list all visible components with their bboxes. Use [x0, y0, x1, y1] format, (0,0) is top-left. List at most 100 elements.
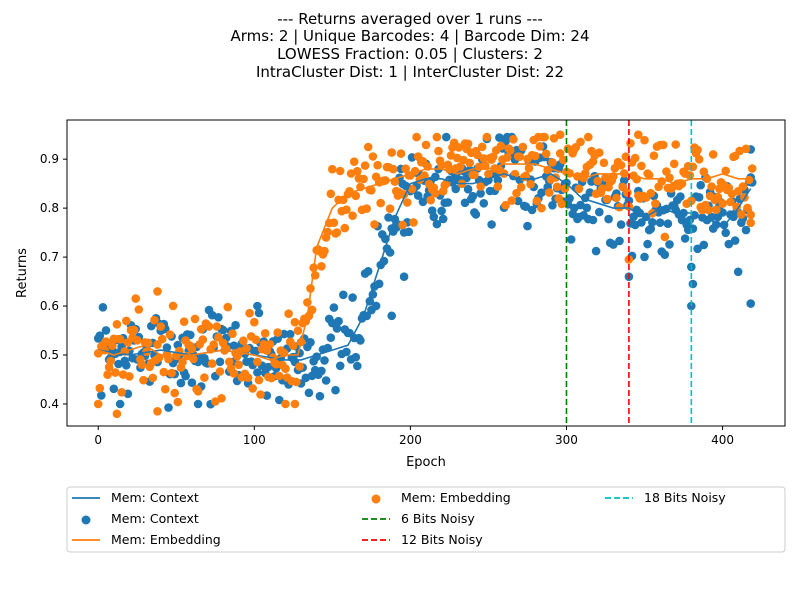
data-point: [604, 214, 613, 224]
data-point: [317, 366, 326, 376]
data-point: [359, 174, 368, 184]
data-point: [321, 376, 331, 385]
legend-item: 12 Bits Noisy: [362, 532, 483, 547]
data-point: [234, 360, 243, 370]
data-point: [281, 364, 290, 374]
data-point: [103, 370, 112, 380]
data-point: [545, 188, 554, 197]
data-point: [595, 148, 604, 157]
data-point: [708, 150, 718, 159]
data-point: [399, 272, 409, 282]
data-point: [214, 313, 223, 322]
data-point: [432, 219, 442, 229]
data-point: [669, 159, 679, 169]
plot-area: [93, 120, 757, 426]
data-point: [629, 212, 638, 221]
data-point: [515, 152, 524, 161]
data-point: [526, 179, 535, 189]
legend-frame: [66, 486, 786, 553]
data-point: [176, 378, 186, 388]
legend-item: Mem: Embedding: [72, 532, 221, 547]
data-point: [584, 132, 593, 142]
data-point: [595, 207, 604, 217]
data-point: [153, 407, 162, 416]
data-point: [421, 140, 431, 150]
data-point: [646, 224, 656, 234]
data-point: [619, 176, 629, 185]
data-point: [335, 166, 345, 176]
data-point: [741, 225, 751, 235]
data-point: [646, 188, 656, 198]
data-point: [334, 316, 343, 326]
legend-label: Mem: Context: [111, 490, 199, 505]
x-tick-label: 0: [94, 433, 102, 447]
data-point: [437, 161, 446, 170]
data-point: [713, 192, 723, 202]
data-point: [593, 176, 602, 186]
data-point: [93, 399, 103, 409]
data-point: [602, 194, 612, 204]
data-point: [209, 340, 218, 349]
data-point: [374, 279, 384, 289]
data-point: [635, 208, 645, 218]
data-point: [434, 146, 443, 156]
y-axis-label: Returns: [15, 248, 30, 298]
data-point: [643, 239, 652, 249]
x-tick-label: 400: [711, 433, 734, 447]
data-point: [332, 324, 342, 333]
chart-title: --- Returns averaged over 1 runs --- Arm…: [231, 10, 590, 81]
legend-label: 6 Bits Noisy: [401, 511, 475, 526]
x-axis: 0 100 200 300 400: [94, 426, 734, 447]
data-point: [256, 390, 265, 399]
data-point: [507, 196, 517, 205]
data-point: [463, 139, 473, 149]
data-point: [693, 244, 702, 254]
data-point: [557, 199, 567, 209]
data-point: [122, 316, 131, 326]
data-point: [129, 325, 139, 335]
data-point: [385, 248, 395, 257]
scatter-mem-embedding: [93, 130, 757, 419]
data-point: [432, 132, 442, 142]
data-point: [612, 193, 621, 203]
data-point: [443, 198, 453, 207]
legend-item: Mem: Embedding: [371, 490, 511, 505]
data-point: [218, 325, 228, 335]
data-point: [747, 164, 757, 173]
legend-item: 6 Bits Noisy: [362, 511, 475, 526]
data-point: [660, 232, 670, 242]
data-point: [98, 303, 108, 312]
data-point: [663, 219, 673, 228]
data-point: [326, 189, 336, 199]
data-point: [680, 234, 690, 243]
data-point: [281, 399, 290, 409]
data-point: [253, 357, 262, 367]
data-point: [694, 155, 704, 164]
data-point: [477, 142, 487, 152]
legend-marker: [371, 494, 381, 504]
data-point: [655, 218, 665, 227]
lowess-line-mem-embedding: [97, 163, 751, 361]
data-point: [215, 357, 225, 367]
data-point: [637, 218, 646, 227]
legend-item: Mem: Context: [81, 511, 199, 526]
data-point: [215, 367, 225, 376]
data-point: [482, 132, 492, 142]
data-point: [616, 220, 626, 229]
data-point: [437, 206, 446, 216]
y-tick-label: 0.9: [40, 152, 59, 166]
data-point: [744, 175, 754, 185]
data-point: [217, 394, 226, 403]
data-point: [699, 240, 709, 250]
data-point: [351, 352, 361, 362]
data-point: [559, 155, 568, 165]
data-point: [253, 368, 262, 377]
data-point: [730, 236, 740, 245]
data-point: [699, 167, 709, 176]
data-point: [165, 330, 175, 339]
data-point: [718, 199, 727, 208]
data-point: [651, 199, 660, 208]
data-point: [306, 338, 315, 347]
data-point: [566, 235, 576, 244]
data-point: [112, 320, 122, 329]
